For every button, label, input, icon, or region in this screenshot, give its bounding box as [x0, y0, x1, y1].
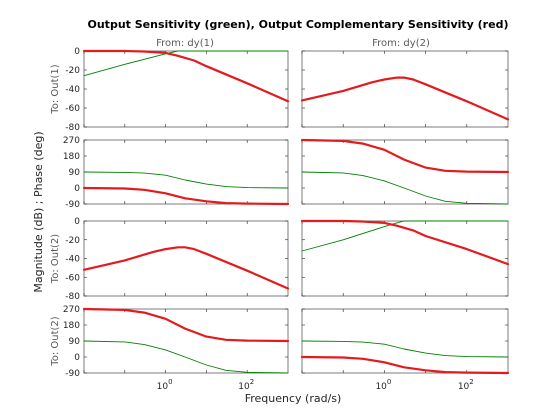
x-tick-label: 102: [458, 378, 474, 392]
chart-title: Output Sensitivity (green), Output Compl…: [88, 18, 509, 31]
complementary-sensitivity-line-r2-c2: [300, 138, 510, 174]
y-tick-label: -60: [65, 104, 80, 114]
y-tick-label: -40: [65, 255, 80, 265]
x-axis-label: Frequency (rad/s): [245, 392, 342, 405]
x-tick-exponent: 2: [250, 378, 254, 386]
panel-frame-r3-c1: [83, 220, 289, 297]
sensitivity-line-r3-c2: [301, 220, 509, 252]
y-tick-label: 270: [63, 305, 80, 315]
y-tick-label: 0: [74, 47, 80, 57]
x-tick-label: 100: [157, 378, 173, 392]
x-tick-exponent: 0: [387, 378, 391, 386]
x-tick-label: 102: [238, 378, 254, 392]
panel-frame-r4-c2: [301, 308, 509, 374]
y-tick-label: 0: [74, 184, 80, 194]
sensitivity-line-r4-c1: [83, 340, 289, 374]
panel-frame-r3-c2: [301, 220, 509, 297]
row-label-4: To: Out(2): [50, 316, 61, 366]
x-tick-label: 100: [375, 378, 391, 392]
complementary-sensitivity-line-r1-c2: [300, 76, 510, 121]
sensitivity-line-r4-c2: [301, 340, 509, 358]
row-label-1: To: Out(1): [50, 64, 61, 114]
y-tick-label: -90: [65, 200, 80, 210]
y-tick-label: 180: [63, 152, 80, 162]
y-tick-label: -80: [65, 292, 80, 302]
y-tick-label: -20: [65, 236, 80, 246]
sensitivity-line-r1-c1: [83, 50, 289, 77]
y-tick-label: -20: [65, 66, 80, 76]
complementary-sensitivity-line-r4-c2: [300, 355, 510, 375]
complementary-sensitivity-line-r3-c2: [300, 219, 510, 266]
y-tick-label: 90: [69, 337, 81, 347]
y-tick-label: -80: [65, 123, 80, 133]
y-tick-label: 270: [63, 136, 80, 146]
y-tick-label: 0: [74, 217, 80, 227]
complementary-sensitivity-line-r3-c1: [82, 246, 290, 290]
y-tick-label: -60: [65, 273, 80, 283]
y-axis-label: Magnitude (dB) ; Phase (deg): [32, 131, 45, 292]
y-tick-label: 90: [69, 168, 81, 178]
sensitivity-line-r2-c2: [301, 171, 509, 205]
y-tick-label: 0: [74, 353, 80, 363]
column-label-1: From: dy(1): [156, 38, 214, 49]
panel-frame-r1-c2: [301, 50, 509, 128]
sensitivity-line-r2-c1: [83, 171, 289, 189]
complementary-sensitivity-line-r1-c1: [82, 49, 290, 103]
y-tick-label: -40: [65, 85, 80, 95]
y-tick-label: 180: [63, 321, 80, 331]
x-tick-exponent: 2: [469, 378, 473, 386]
column-label-2: From: dy(2): [372, 38, 430, 49]
x-tick-exponent: 0: [168, 378, 172, 386]
complementary-sensitivity-line-r4-c1: [82, 307, 290, 343]
row-label-3: To: Out(2): [50, 234, 61, 284]
complementary-sensitivity-line-r2-c1: [82, 186, 290, 206]
y-tick-label: -90: [65, 369, 80, 379]
panel-frame-r1-c1: [83, 50, 289, 128]
